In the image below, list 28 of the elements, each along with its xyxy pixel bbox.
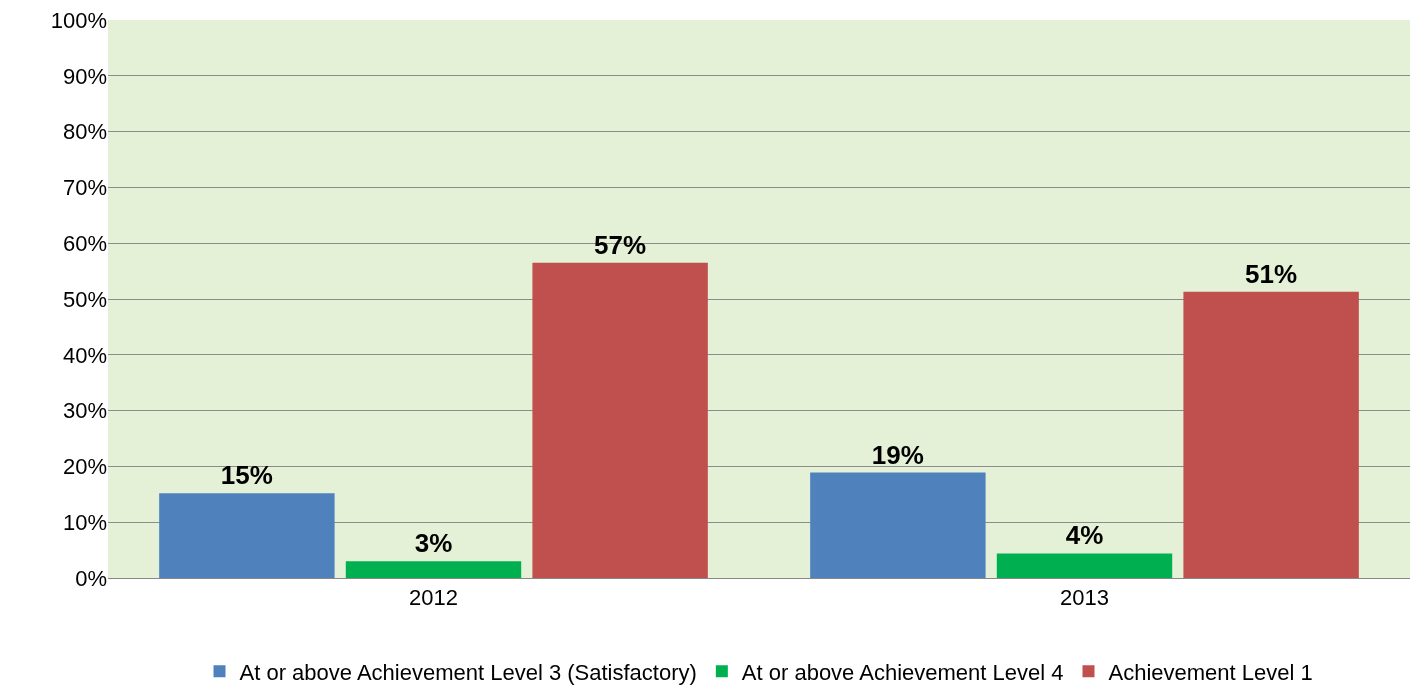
bar [159,493,335,578]
y-tick-label: 80% [62,119,107,145]
y-tick-label: 70% [62,175,107,201]
y-tick-label: 50% [62,286,107,312]
data-label: 15% [220,460,273,491]
data-label: 19% [871,439,924,470]
legend-label: At or above Achievement Level 3 (Satisfactory) [239,659,697,685]
y-tick-label: 10% [62,509,107,535]
data-label: 4% [1065,520,1104,551]
y-tick-label: 100% [50,7,107,33]
bar [1183,291,1359,578]
data-label: 51% [1245,258,1298,289]
y-tick-label: 30% [62,398,107,424]
data-label: 57% [594,229,647,260]
y-tick-label: 40% [62,342,107,368]
x-tick-label: 2012 [409,585,458,611]
bar [810,472,986,578]
y-tick-label: 0% [75,565,107,591]
x-tick-label: 2013 [1060,585,1109,611]
y-tick-label: 90% [62,63,107,89]
bar [996,553,1173,578]
bar [345,561,522,578]
legend-label: At or above Achievement Level 4 [741,659,1064,685]
data-label: 3% [414,528,453,559]
y-tick-label: 60% [62,230,107,256]
y-tick-label: 20% [62,454,107,480]
bar [532,262,708,578]
legend-label: Achievement Level 1 [1108,659,1313,685]
